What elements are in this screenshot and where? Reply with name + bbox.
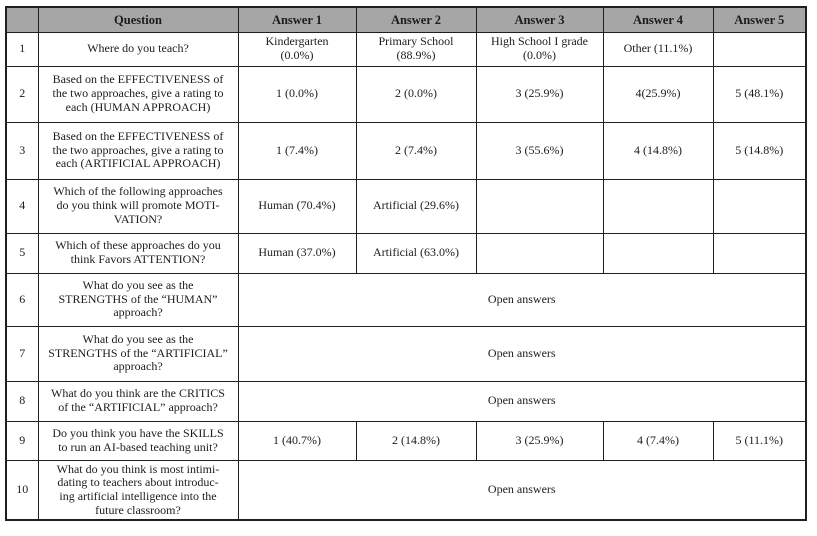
answer-cell: 1 (7.4%) xyxy=(237,121,357,180)
table-row: 10 What do you think is most intimi- dat… xyxy=(5,459,807,521)
question-cell: What do you think is most intimi- dating… xyxy=(37,459,239,521)
row-number: 10 xyxy=(5,459,39,521)
open-answers-cell: Open answers xyxy=(237,272,807,327)
column-header-index xyxy=(5,6,39,33)
row-number: 3 xyxy=(5,121,39,180)
answer-cell xyxy=(712,31,807,67)
answer-cell: 2 (14.8%) xyxy=(355,420,477,461)
answer-cell: Other (11.1%) xyxy=(602,31,714,67)
table-row: 7 What do you see as the STRENGTHS of th… xyxy=(5,325,807,382)
table-row: 8 What do you think are the CRITICS of t… xyxy=(5,380,807,422)
answer-cell: 3 (25.9%) xyxy=(475,65,604,123)
answer-cell xyxy=(602,178,714,234)
table-row: 2 Based on the EFFECTIVENESS of the two … xyxy=(5,65,807,123)
table-row: 6 What do you see as the STRENGTHS of th… xyxy=(5,272,807,327)
question-cell: Which of the following approaches do you… xyxy=(37,178,239,234)
answer-cell: 3 (55.6%) xyxy=(475,121,604,180)
question-cell: Where do you teach? xyxy=(37,31,239,67)
column-header-answer-5: Answer 5 xyxy=(712,6,807,33)
row-number: 5 xyxy=(5,232,39,274)
column-header-answer-1: Answer 1 xyxy=(237,6,357,33)
answer-cell xyxy=(475,232,604,274)
open-answers-cell: Open answers xyxy=(237,459,807,521)
answer-cell: 4 (7.4%) xyxy=(602,420,714,461)
survey-results-table: Question Answer 1 Answer 2 Answer 3 Answ… xyxy=(5,6,807,522)
row-number: 4 xyxy=(5,178,39,234)
row-number: 1 xyxy=(5,31,39,67)
column-header-answer-2: Answer 2 xyxy=(355,6,477,33)
answer-cell xyxy=(712,232,807,274)
answer-cell xyxy=(602,232,714,274)
row-number: 8 xyxy=(5,380,39,422)
column-header-question: Question xyxy=(37,6,239,33)
answer-cell xyxy=(712,178,807,234)
answer-cell: Artificial (63.0%) xyxy=(355,232,477,274)
row-number: 2 xyxy=(5,65,39,123)
open-answers-cell: Open answers xyxy=(237,325,807,382)
answer-cell: Human (37.0%) xyxy=(237,232,357,274)
question-cell: What do you see as the STRENGTHS of the … xyxy=(37,325,239,382)
table-row: 9 Do you think you have the SKILLS to ru… xyxy=(5,420,807,461)
row-number: 6 xyxy=(5,272,39,327)
answer-cell: Kindergarten (0.0%) xyxy=(237,31,357,67)
answer-cell: 5 (48.1%) xyxy=(712,65,807,123)
question-cell: Based on the EFFECTIVENESS of the two ap… xyxy=(37,65,239,123)
row-number: 9 xyxy=(5,420,39,461)
answer-cell: 1 (0.0%) xyxy=(237,65,357,123)
question-cell: Do you think you have the SKILLS to run … xyxy=(37,420,239,461)
answer-cell: 5 (14.8%) xyxy=(712,121,807,180)
table-row: 5 Which of these approaches do you think… xyxy=(5,232,807,274)
question-cell: Based on the EFFECTIVENESS of the two ap… xyxy=(37,121,239,180)
column-header-answer-4: Answer 4 xyxy=(602,6,714,33)
table-row: 3 Based on the EFFECTIVENESS of the two … xyxy=(5,121,807,180)
answer-cell: 2 (0.0%) xyxy=(355,65,477,123)
answer-cell: 4 (14.8%) xyxy=(602,121,714,180)
answer-cell: 5 (11.1%) xyxy=(712,420,807,461)
column-header-answer-3: Answer 3 xyxy=(475,6,604,33)
header-row: Question Answer 1 Answer 2 Answer 3 Answ… xyxy=(5,6,807,33)
answer-cell: High School I grade (0.0%) xyxy=(475,31,604,67)
question-cell: Which of these approaches do you think F… xyxy=(37,232,239,274)
answer-cell: Human (70.4%) xyxy=(237,178,357,234)
answer-cell: 2 (7.4%) xyxy=(355,121,477,180)
answer-cell xyxy=(475,178,604,234)
answer-cell: 3 (25.9%) xyxy=(475,420,604,461)
table-row: 1 Where do you teach? Kindergarten (0.0%… xyxy=(5,31,807,67)
open-answers-cell: Open answers xyxy=(237,380,807,422)
answer-cell: 1 (40.7%) xyxy=(237,420,357,461)
table-row: 4 Which of the following approaches do y… xyxy=(5,178,807,234)
row-number: 7 xyxy=(5,325,39,382)
answer-cell: 4(25.9%) xyxy=(602,65,714,123)
answer-cell: Artificial (29.6%) xyxy=(355,178,477,234)
question-cell: What do you think are the CRITICS of the… xyxy=(37,380,239,422)
question-cell: What do you see as the STRENGTHS of the … xyxy=(37,272,239,327)
answer-cell: Primary School (88.9%) xyxy=(355,31,477,67)
